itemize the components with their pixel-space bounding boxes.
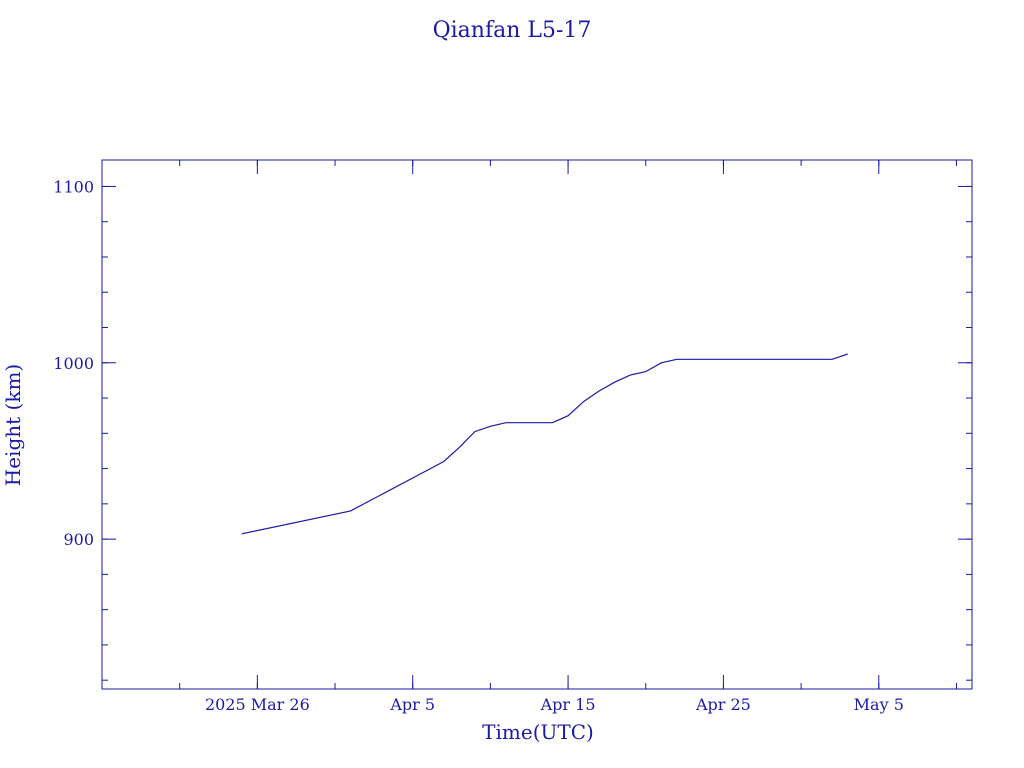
y-tick-label: 1000 (53, 354, 94, 373)
x-tick-label: Apr 25 (695, 695, 751, 714)
y-tick-label: 900 (63, 530, 94, 549)
plot-frame (101, 159, 973, 690)
x-tick-label: Apr 15 (540, 695, 596, 714)
x-tick-label: Apr 5 (389, 695, 435, 714)
x-tick-label: 2025 Mar 26 (205, 695, 310, 714)
series-line (241, 353, 848, 535)
x-tick-label: May 5 (854, 695, 904, 714)
y-tick-label: 1100 (53, 177, 94, 196)
chart-title: Qianfan L5-17 (433, 18, 592, 43)
y-axis-label: Height (km) (1, 364, 25, 486)
x-axis-label: Time(UTC) (482, 720, 594, 744)
ticks-layer (101, 160, 972, 689)
tick-labels-layer: 900 1000 1100 2025 Mar 26 Apr 5 Apr 15 Apr 25 M… (53, 177, 904, 714)
